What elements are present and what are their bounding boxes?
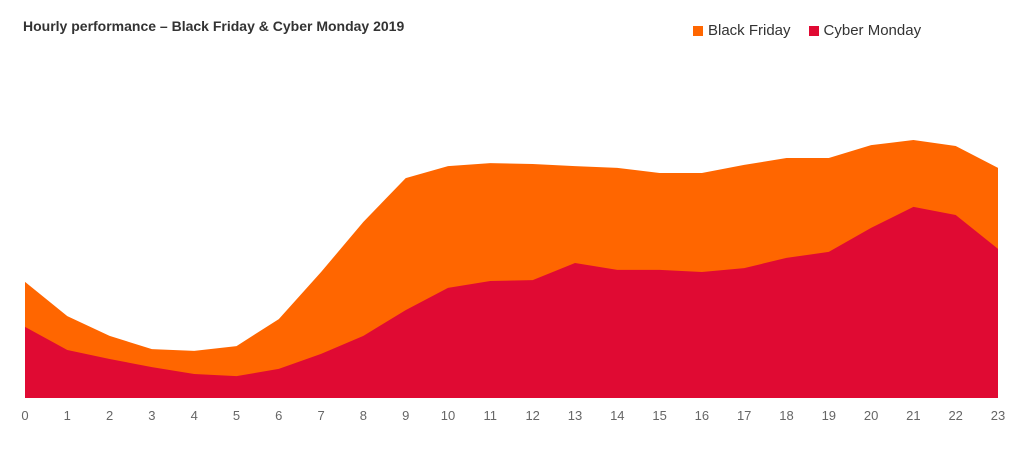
x-tick-label: 16: [695, 408, 709, 423]
x-tick-label: 2: [106, 408, 113, 423]
x-tick-label: 20: [864, 408, 878, 423]
x-axis-ticks: 0 1 2 3 4 5 6 7 8 9 10 11 12 13 14 15 16 17 18 19 20 21 22 23: [21, 408, 1005, 423]
legend-swatch-black-friday: [693, 25, 703, 36]
x-tick-label: 3: [148, 408, 155, 423]
legend-item-cyber-monday: Cyber Monday: [808, 22, 922, 39]
x-tick-label: 10: [441, 408, 455, 423]
x-tick-label: 5: [233, 408, 240, 423]
x-tick-label: 22: [948, 408, 962, 423]
x-tick-label: 19: [822, 408, 836, 423]
x-tick-label: 18: [779, 408, 793, 423]
legend: Black Friday Cyber Monday: [693, 22, 939, 39]
x-tick-label: 21: [906, 408, 920, 423]
x-tick-label: 7: [317, 408, 324, 423]
x-tick-label: 8: [360, 408, 367, 423]
x-tick-label: 0: [21, 408, 28, 423]
x-tick-label: 6: [275, 408, 282, 423]
plot-areas: [25, 140, 998, 398]
x-tick-label: 4: [191, 408, 198, 423]
legend-swatch-cyber-monday: [808, 25, 819, 36]
x-tick-label: 17: [737, 408, 751, 423]
x-tick-label: 11: [484, 408, 498, 423]
x-tick-label: 13: [568, 408, 582, 423]
x-tick-label: 15: [652, 408, 666, 423]
chart-title: Hourly performance – Black Friday & Cybe…: [23, 18, 405, 34]
x-tick-label: 1: [64, 408, 71, 423]
x-tick-label: 14: [610, 408, 624, 423]
legend-item-black-friday: Black Friday: [693, 22, 791, 39]
x-tick-label: 12: [525, 408, 539, 423]
legend-label-black-friday: Black Friday: [708, 22, 791, 39]
x-tick-label: 23: [991, 408, 1005, 423]
area-cyber-monday: [25, 206, 998, 398]
legend-label-cyber-monday: Cyber Monday: [823, 22, 922, 39]
x-tick-label: 9: [402, 408, 409, 423]
